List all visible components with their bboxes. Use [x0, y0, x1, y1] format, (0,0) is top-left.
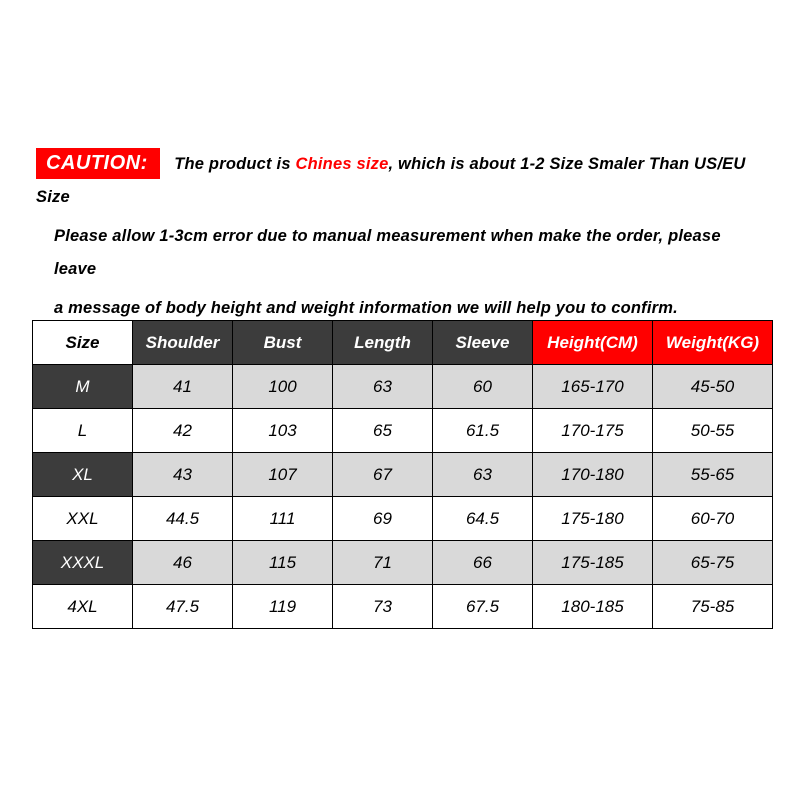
cell-weight: 75-85	[653, 585, 773, 629]
table-row: XXXL461157166175-18565-75	[33, 541, 773, 585]
cell-weight: 55-65	[653, 453, 773, 497]
cell-sleeve: 64.5	[433, 497, 533, 541]
col-height: Height(CM)	[533, 321, 653, 365]
cell-bust: 107	[233, 453, 333, 497]
cell-shoulder: 44.5	[133, 497, 233, 541]
cell-size: XXL	[33, 497, 133, 541]
cell-height: 165-170	[533, 365, 653, 409]
cell-length: 65	[333, 409, 433, 453]
cell-length: 71	[333, 541, 433, 585]
caution-prefix: The product is	[174, 155, 295, 173]
cell-size: M	[33, 365, 133, 409]
table-row: 4XL47.51197367.5180-18575-85	[33, 585, 773, 629]
cell-bust: 103	[233, 409, 333, 453]
caution-line-1: CAUTION: The product is Chines size, whi…	[36, 148, 764, 214]
caution-badge: CAUTION:	[36, 148, 160, 179]
col-bust: Bust	[233, 321, 333, 365]
caution-text-2: Please allow 1-3cm error due to manual m…	[36, 220, 764, 286]
cell-shoulder: 41	[133, 365, 233, 409]
cell-height: 170-175	[533, 409, 653, 453]
cell-weight: 45-50	[653, 365, 773, 409]
cell-size: XL	[33, 453, 133, 497]
col-sleeve: Sleeve	[433, 321, 533, 365]
cell-height: 170-180	[533, 453, 653, 497]
table-row: XXL44.51116964.5175-18060-70	[33, 497, 773, 541]
cell-sleeve: 66	[433, 541, 533, 585]
cell-height: 175-180	[533, 497, 653, 541]
col-length: Length	[333, 321, 433, 365]
page: CAUTION: The product is Chines size, whi…	[0, 0, 800, 800]
table-row: M411006360165-17045-50	[33, 365, 773, 409]
table-header-row: Size Shoulder Bust Length Sleeve Height(…	[33, 321, 773, 365]
cell-bust: 119	[233, 585, 333, 629]
cell-shoulder: 47.5	[133, 585, 233, 629]
caution-block: CAUTION: The product is Chines size, whi…	[36, 148, 764, 325]
cell-shoulder: 46	[133, 541, 233, 585]
col-size: Size	[33, 321, 133, 365]
cell-weight: 50-55	[653, 409, 773, 453]
cell-sleeve: 67.5	[433, 585, 533, 629]
table-row: L421036561.5170-17550-55	[33, 409, 773, 453]
cell-shoulder: 43	[133, 453, 233, 497]
cell-height: 180-185	[533, 585, 653, 629]
cell-weight: 65-75	[653, 541, 773, 585]
col-weight: Weight(KG)	[653, 321, 773, 365]
cell-length: 67	[333, 453, 433, 497]
table-body: M411006360165-17045-50L421036561.5170-17…	[33, 365, 773, 629]
cell-size: 4XL	[33, 585, 133, 629]
cell-height: 175-185	[533, 541, 653, 585]
size-table: Size Shoulder Bust Length Sleeve Height(…	[32, 320, 773, 629]
cell-shoulder: 42	[133, 409, 233, 453]
cell-size: XXXL	[33, 541, 133, 585]
cell-bust: 115	[233, 541, 333, 585]
cell-bust: 100	[233, 365, 333, 409]
cell-length: 73	[333, 585, 433, 629]
cell-length: 63	[333, 365, 433, 409]
cell-sleeve: 61.5	[433, 409, 533, 453]
col-shoulder: Shoulder	[133, 321, 233, 365]
cell-bust: 111	[233, 497, 333, 541]
table-row: XL431076763170-18055-65	[33, 453, 773, 497]
cell-weight: 60-70	[653, 497, 773, 541]
cell-length: 69	[333, 497, 433, 541]
cell-sleeve: 63	[433, 453, 533, 497]
cell-size: L	[33, 409, 133, 453]
cell-sleeve: 60	[433, 365, 533, 409]
caution-highlight: Chines size	[295, 155, 388, 173]
